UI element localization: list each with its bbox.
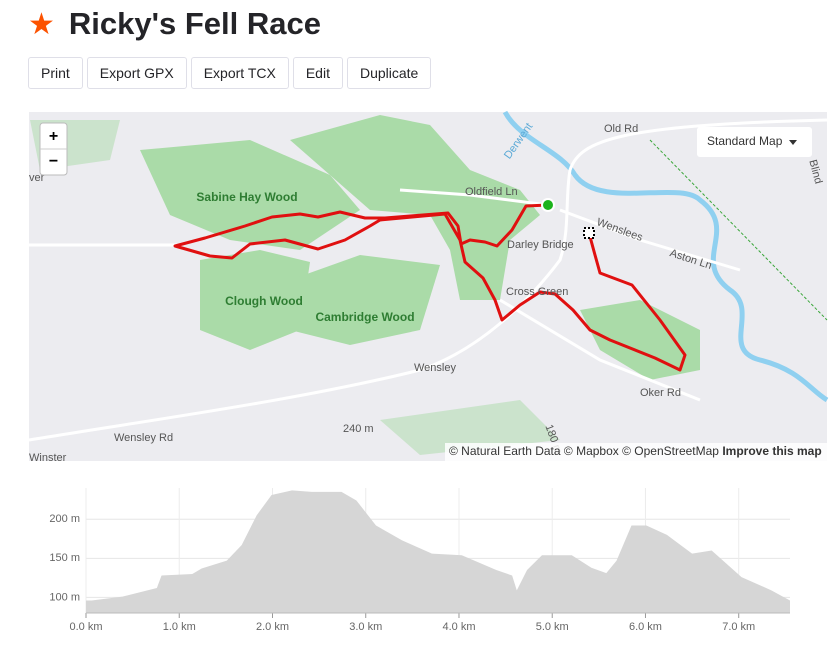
toolbar-button[interactable]: Print — [28, 57, 83, 89]
map: Sabine Hay Wood Clough Wood Cambridge Wo… — [28, 110, 829, 464]
route-finish — [583, 227, 595, 239]
dropdown-caret — [789, 140, 797, 145]
header: ★ Ricky's Fell Race — [28, 6, 321, 42]
map-label: 240 m — [343, 423, 374, 435]
map-style-select[interactable]: Standard Map — [697, 127, 812, 157]
attribution-box — [445, 443, 827, 461]
x-tick-label: 0.0 km — [69, 621, 102, 633]
zoom-control: + − — [39, 122, 68, 176]
map-label: Oker Rd — [640, 387, 681, 399]
map-style-box[interactable] — [697, 127, 812, 157]
x-tick-label: 7.0 km — [722, 621, 755, 633]
elevation-area — [86, 490, 790, 613]
map-label: Wensley Rd — [114, 432, 173, 444]
toolbar-button[interactable]: Duplicate — [346, 57, 432, 89]
route-start — [541, 198, 555, 212]
map-labels: Sabine Hay Wood Clough Wood Cambridge Wo… — [29, 121, 824, 464]
river — [502, 110, 829, 403]
map-label: Clough Wood — [225, 294, 303, 308]
y-tick-label: 200 m — [49, 513, 80, 525]
elevation-chart: 100 m 150 m 200 m 0.0 km 1.0 km 2.0 km 3.0 km 4… — [49, 488, 790, 633]
boundary — [649, 139, 828, 321]
x-tick-label: 2.0 km — [256, 621, 289, 633]
x-tick-label: 5.0 km — [536, 621, 569, 633]
route-line — [173, 203, 687, 372]
attribution-text: © Natural Earth Data © Mapbox © OpenStre… — [449, 444, 719, 458]
x-tick-label: 1.0 km — [163, 621, 196, 633]
attribution: © Natural Earth Data © Mapbox © OpenStre… — [449, 444, 822, 458]
map-label: Old Rd — [604, 123, 638, 135]
y-tick-label: 150 m — [49, 552, 80, 564]
x-tick-label: 3.0 km — [349, 621, 382, 633]
map-label: Sabine Hay Wood — [196, 190, 297, 204]
zoom-in[interactable]: + — [49, 128, 58, 145]
map-style-label[interactable]: Standard Map — [707, 134, 783, 148]
x-tick-label: 6.0 km — [629, 621, 662, 633]
map-label: Darley Bridge — [507, 239, 574, 251]
toolbar-button[interactable]: Export GPX — [86, 57, 187, 89]
map-label: Cross Green — [506, 286, 568, 298]
map-label: Winster — [29, 452, 67, 464]
improve-map-link[interactable]: Improve this map — [722, 444, 821, 458]
y-tick-label: 100 m — [49, 591, 80, 603]
x-tick-label: 4.0 km — [442, 621, 475, 633]
favorite-star[interactable]: ★ — [28, 7, 55, 41]
map-label: Wensley — [414, 362, 456, 374]
toolbar-button[interactable]: Edit — [292, 57, 343, 89]
map-label: Cambridge Wood — [315, 310, 414, 324]
map-label: Oldfield Ln — [465, 186, 518, 198]
toolbar: Print Export GPX Export TCX Edit Duplicate — [28, 57, 432, 89]
route-title: Ricky's Fell Race — [68, 6, 321, 41]
zoom-out[interactable]: − — [49, 153, 58, 170]
toolbar-button[interactable]: Export TCX — [190, 57, 289, 89]
roads — [28, 118, 828, 442]
